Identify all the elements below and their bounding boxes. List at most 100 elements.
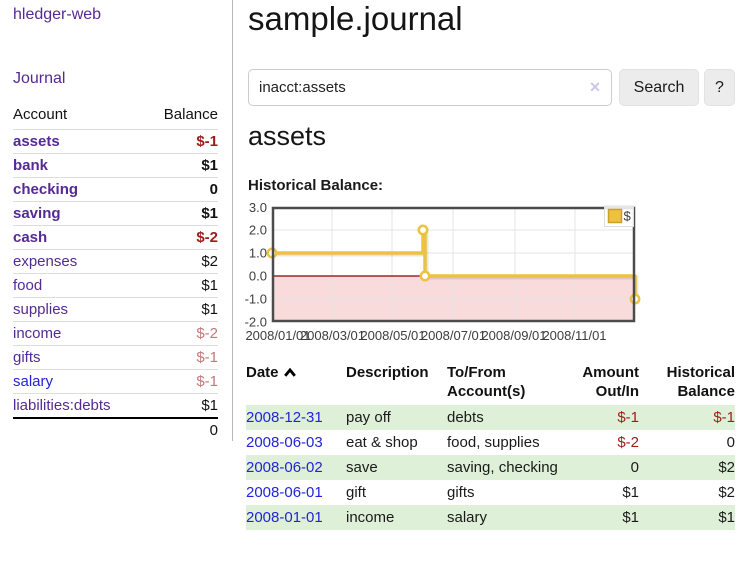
column-header-balance: Historical Balance [666, 364, 735, 400]
account-row: checking 0 [13, 177, 218, 202]
transaction-date-link[interactable]: 2008-06-02 [246, 459, 323, 476]
column-header-accounts: To/From Account(s) [447, 364, 526, 400]
account-link-cash[interactable]: cash [13, 229, 48, 246]
account-link-liabilities-debts[interactable]: liabilities:debts [13, 397, 111, 414]
account-link-saving[interactable]: saving [13, 205, 61, 222]
transaction-accounts: salary [447, 509, 488, 526]
accounts-header-account: Account [13, 106, 68, 123]
column-header-date[interactable]: Date [246, 361, 346, 405]
transaction-balance: $2 [718, 484, 735, 501]
column-header-description: Description [346, 364, 429, 381]
account-row: expenses $2 [13, 249, 218, 274]
svg-text:1.0: 1.0 [249, 246, 267, 261]
register-header-row: Date Description To/From Account(s) Amou… [246, 361, 735, 405]
transaction-accounts: food, supplies [447, 434, 540, 451]
search-bar: × Search ? [248, 69, 735, 106]
account-balance: 0 [144, 177, 218, 202]
account-balance: $2 [144, 249, 218, 274]
account-balance: $-2 [144, 321, 218, 346]
account-row: cash $-2 [13, 225, 218, 250]
transaction-date-link[interactable]: 2008-12-31 [246, 409, 323, 426]
account-link-income[interactable]: income [13, 325, 62, 342]
accounts-total-balance: 0 [144, 417, 218, 442]
transaction-balance: $1 [718, 509, 735, 526]
register-row: 2008-06-02 save saving, checking 0 $2 [246, 455, 735, 480]
account-link-checking[interactable]: checking [13, 181, 79, 198]
accounts-tree-table: Account Balance assets $-1 bank $1 check… [13, 102, 218, 442]
account-balance: $1 [144, 153, 218, 178]
legend-swatch-icon [607, 208, 623, 224]
transaction-amount: $1 [622, 484, 639, 501]
account-row: income $-2 [13, 321, 218, 346]
accounts-header-balance: Balance [163, 106, 218, 123]
chart-legend: $ [604, 205, 634, 227]
transaction-accounts: debts [447, 409, 484, 426]
transaction-balance: $-1 [713, 409, 735, 426]
register-row: 2008-01-01 income salary $1 $1 [246, 505, 735, 530]
account-row: liabilities:debts $1 [13, 393, 218, 418]
svg-text:2.0: 2.0 [249, 223, 267, 238]
historical-balance-chart: $ 3.0 2.0 1.0 0.0 -1.0 -2.0 2008/01/01 2… [245, 200, 641, 343]
clear-search-icon[interactable]: × [589, 77, 601, 97]
main-content: sample.journal × Search ? assets Histori… [245, 0, 735, 582]
transaction-amount: $-2 [617, 434, 639, 451]
chart-border [271, 206, 636, 323]
transaction-amount: $-1 [617, 409, 639, 426]
svg-text:2008/11/01: 2008/11/01 [542, 328, 606, 343]
transaction-description: save [346, 459, 378, 476]
legend-label: $ [624, 209, 632, 224]
svg-text:0.0: 0.0 [249, 269, 267, 284]
svg-text:2008/03/01: 2008/03/01 [300, 328, 365, 343]
account-balance: $1 [144, 393, 218, 418]
svg-text:3.0: 3.0 [249, 200, 267, 215]
svg-text:2008/05/01: 2008/05/01 [360, 328, 425, 343]
search-button[interactable]: Search [619, 69, 699, 106]
brand-link[interactable]: hledger-web [13, 6, 102, 23]
search-input[interactable] [248, 69, 612, 106]
sidebar-divider [232, 0, 233, 441]
transaction-description: gift [346, 484, 367, 501]
account-row: salary $-1 [13, 369, 218, 394]
chart-gridlines [273, 208, 634, 321]
transaction-date-link[interactable]: 2008-06-03 [246, 434, 323, 451]
transaction-description: pay off [346, 409, 391, 426]
transaction-date-link[interactable]: 2008-01-01 [246, 509, 323, 526]
account-link-salary[interactable]: salary [13, 373, 54, 390]
account-balance: $1 [144, 201, 218, 226]
sort-ascending-icon [283, 367, 296, 377]
account-link-supplies[interactable]: supplies [13, 301, 69, 318]
account-row: saving $1 [13, 201, 218, 226]
account-row: supplies $1 [13, 297, 218, 322]
svg-text:2008/09/01: 2008/09/01 [481, 328, 546, 343]
chart-title: Historical Balance: [248, 177, 384, 194]
account-link-gifts[interactable]: gifts [13, 349, 41, 366]
register-row: 2008-06-03 eat & shop food, supplies $-2… [246, 430, 735, 455]
account-link-bank[interactable]: bank [13, 157, 49, 174]
svg-text:2008/01/01: 2008/01/01 [245, 328, 310, 343]
svg-text:-2.0: -2.0 [245, 315, 267, 330]
column-header-amount: Amount Out/In [582, 364, 639, 400]
svg-text:2008/07/01: 2008/07/01 [421, 328, 486, 343]
account-link-food[interactable]: food [13, 277, 43, 294]
account-heading: assets [248, 121, 327, 151]
register-table: Date Description To/From Account(s) Amou… [246, 361, 735, 530]
register-row: 2008-06-01 gift gifts $1 $2 [246, 480, 735, 505]
sidebar-item-journal[interactable]: Journal [13, 70, 66, 87]
account-row: gifts $-1 [13, 345, 218, 370]
account-balance: $-1 [144, 345, 218, 370]
transaction-balance: 0 [726, 434, 735, 451]
transaction-balance: $2 [718, 459, 735, 476]
chart-y-tick-labels: 3.0 2.0 1.0 0.0 -1.0 -2.0 [245, 200, 267, 330]
account-link-assets[interactable]: assets [13, 133, 60, 150]
account-balance: $1 [144, 297, 218, 322]
help-button[interactable]: ? [704, 69, 735, 106]
transaction-amount: $1 [622, 509, 639, 526]
account-link-expenses[interactable]: expenses [13, 253, 78, 270]
transaction-amount: 0 [630, 459, 639, 476]
accounts-total-row: 0 [13, 417, 218, 442]
account-row: assets $-1 [13, 129, 218, 154]
svg-text:-1.0: -1.0 [245, 292, 267, 307]
transaction-date-link[interactable]: 2008-06-01 [246, 484, 323, 501]
transaction-accounts: saving, checking [447, 459, 558, 476]
account-row: food $1 [13, 273, 218, 298]
